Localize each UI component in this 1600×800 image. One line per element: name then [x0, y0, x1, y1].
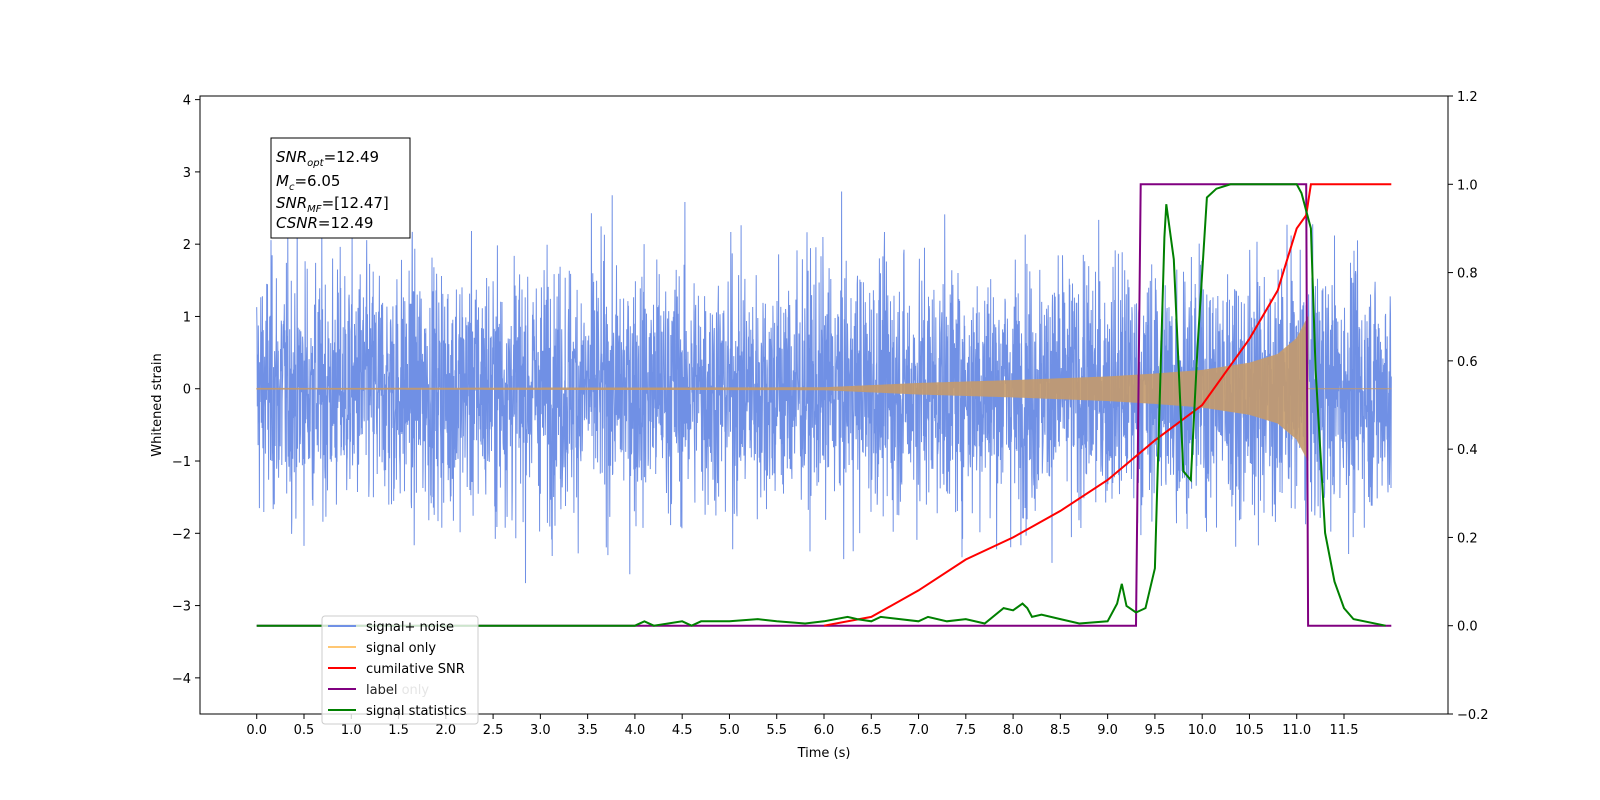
x-tick-label: 10.5 — [1235, 723, 1264, 738]
y2-tick-label: 0.0 — [1457, 620, 1478, 635]
annotation-snr-opt: SNRopt=12.49 — [276, 148, 379, 169]
legend-label-label: label — [366, 683, 397, 698]
series-signal-statistics — [256, 183, 1386, 627]
y2-tick-label: 0.8 — [1457, 267, 1478, 282]
legend-label-signal-only: signal only — [366, 641, 436, 656]
x-axis: 0.0 0.5 1.0 1.5 2.0 2.5 3.0 3.5 4.0 4.5 5.0 5.5 6.0 6… — [246, 714, 1358, 738]
annotation-snr-mf: SNRMF=[12.47] — [276, 194, 389, 215]
y-axis-right: −0.2 0.0 0.2 0.4 0.6 0.8 1.0 1.2 — [1448, 90, 1489, 723]
legend-label-signal-noise: signal+ noise — [366, 620, 454, 635]
x-tick-label: 2.0 — [435, 723, 456, 738]
y2-tick-label: 1.2 — [1457, 90, 1478, 105]
legend-label-cumilative-snr: cumilative SNR — [366, 662, 465, 677]
x-tick-label: 6.5 — [861, 723, 882, 738]
series-label — [256, 183, 1392, 627]
annotation-csnr: CSNR=12.49 — [276, 214, 373, 232]
x-tick-label: 1.5 — [388, 723, 409, 738]
x-axis-label: Time (s) — [797, 746, 851, 761]
x-tick-label: 11.5 — [1330, 723, 1359, 738]
x-tick-label: 5.5 — [766, 723, 787, 738]
y2-tick-label: 0.2 — [1457, 531, 1478, 546]
x-tick-label: 10.0 — [1188, 723, 1217, 738]
y-tick-label: 1 — [183, 310, 191, 325]
y-axis-label: Whitened strain — [150, 353, 165, 456]
y2-tick-label: 1.0 — [1457, 178, 1478, 193]
x-tick-label: 4.5 — [672, 723, 693, 738]
series-signal-only — [256, 316, 1392, 461]
x-tick-label: 1.0 — [341, 723, 362, 738]
y-tick-label: −1 — [172, 455, 191, 470]
y-tick-label: 2 — [183, 238, 191, 253]
x-tick-label: 11.0 — [1282, 723, 1311, 738]
x-tick-label: 9.0 — [1097, 723, 1118, 738]
legend-label-label-only: label only — [366, 683, 429, 698]
y2-tick-label: −0.2 — [1457, 708, 1489, 723]
x-tick-label: 7.0 — [908, 723, 929, 738]
x-tick-label: 2.5 — [483, 723, 504, 738]
y-tick-label: −2 — [172, 527, 191, 542]
legend-label-signal-statistics: signal statistics — [366, 704, 467, 719]
series-cumilative-snr — [823, 183, 1392, 627]
legend: signal+ noise signal only cumilative SNR… — [321, 615, 479, 725]
x-tick-label: 8.5 — [1050, 723, 1071, 738]
x-tick-label: 3.5 — [577, 723, 598, 738]
x-tick-label: 7.5 — [955, 723, 976, 738]
y-tick-label: 3 — [183, 166, 191, 181]
y-tick-label: 0 — [183, 383, 191, 398]
x-tick-label: 0.5 — [294, 723, 315, 738]
x-tick-label: 4.0 — [625, 723, 646, 738]
x-tick-label: 8.0 — [1003, 723, 1024, 738]
y-tick-label: −4 — [172, 672, 191, 687]
x-tick-label: 5.0 — [719, 723, 740, 738]
x-tick-label: 0.0 — [246, 723, 267, 738]
y2-tick-label: 0.4 — [1457, 443, 1478, 458]
x-tick-label: 9.5 — [1145, 723, 1166, 738]
legend-box — [321, 615, 479, 725]
y-axis-left: −4 −3 −2 −1 0 1 2 3 4 — [172, 94, 200, 687]
x-tick-label: 3.0 — [530, 723, 551, 738]
y-tick-label: −3 — [172, 600, 191, 615]
plot-area — [256, 183, 1392, 627]
annotation-mc: Mc=6.05 — [276, 172, 340, 193]
annotation-box: SNRopt=12.49 Mc=6.05 SNRMF=[12.47] CSNR=… — [270, 137, 411, 239]
x-tick-label: 6.0 — [814, 723, 835, 738]
y2-tick-label: 0.6 — [1457, 355, 1478, 370]
y-tick-label: 4 — [183, 94, 191, 109]
